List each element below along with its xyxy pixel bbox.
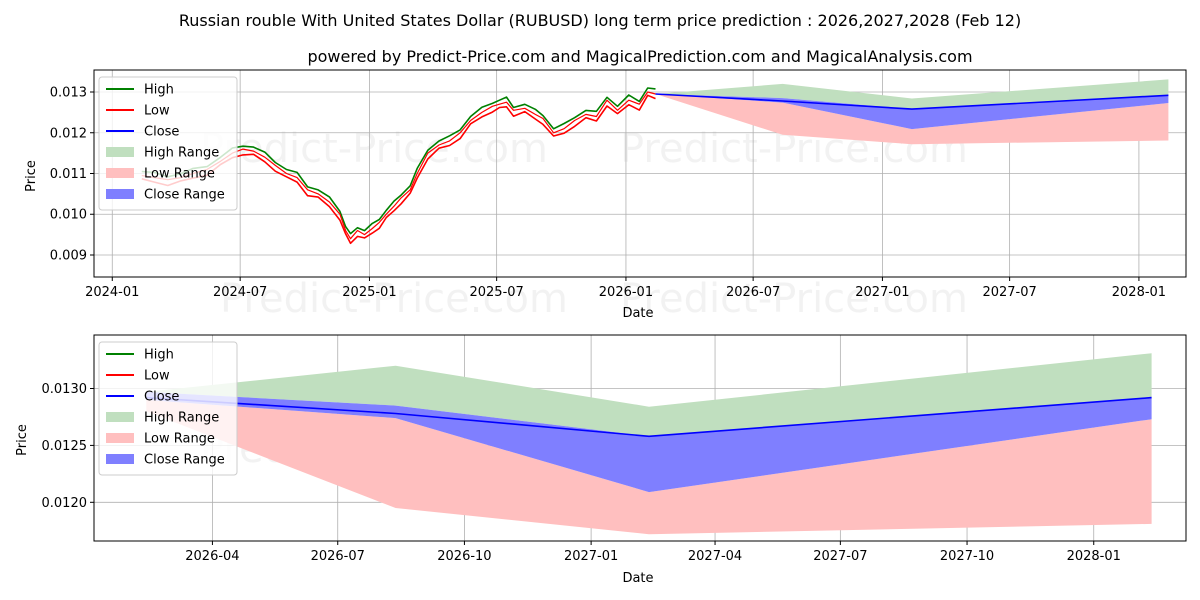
top-y-axis: 0.009 0.010 0.011 0.012 0.013 <box>50 86 94 263</box>
bottom-x-tick-label: 2027-07 <box>813 549 867 564</box>
top-legend-swatch <box>106 168 134 178</box>
top-legend-swatch <box>106 189 134 199</box>
bottom-series-lines <box>146 396 1152 438</box>
top-y-axis-label: Price <box>24 160 39 192</box>
top-y-tick-label: 0.010 <box>50 208 87 223</box>
top-watermark: Predict-Price.com Predict-Price.com Pred… <box>200 126 968 322</box>
bottom-low-range-area <box>146 399 1152 535</box>
bottom-legend-swatch <box>106 412 134 422</box>
chart-title: Russian rouble With United States Dollar… <box>179 11 1021 30</box>
top-legend-label: High <box>144 83 174 98</box>
bottom-high-range-area <box>146 353 1152 437</box>
bottom-legend-label: High Range <box>144 411 219 426</box>
bottom-x-tick-label: 2027-04 <box>688 549 742 564</box>
bottom-x-axis: 2026-04 2026-07 2026-10 2027-01 2027-04 2027-… <box>185 541 1121 564</box>
bottom-x-tick-label: 2026-07 <box>311 549 365 564</box>
bottom-y-axis: 0.0120 0.0125 0.0130 <box>42 382 94 511</box>
top-x-tick-label: 2024-01 <box>85 285 139 300</box>
top-high-history-line <box>141 87 656 235</box>
bottom-plot-frame <box>93 334 1187 542</box>
top-legend: High Low Close High Range Low Range Close Ran… <box>98 76 238 211</box>
bottom-legend-swatch <box>106 433 134 443</box>
top-legend-label: High Range <box>144 146 219 161</box>
top-x-tick-label: 2028-01 <box>1112 285 1166 300</box>
watermark-text: Predict-Price.com <box>220 276 568 322</box>
top-x-tick-label: 2026-07 <box>726 285 780 300</box>
top-close-forecast-line <box>655 93 1169 110</box>
bottom-x-axis-label: Date <box>622 571 653 586</box>
chart-subtitle: powered by Predict-Price.com and Magical… <box>307 47 972 66</box>
bottom-y-tick-label: 0.0130 <box>42 382 88 397</box>
bottom-close-forecast-line <box>146 396 1152 438</box>
bottom-legend-swatch <box>106 454 134 464</box>
bottom-x-tick-label: 2026-04 <box>185 549 239 564</box>
top-x-tick-label: 2025-07 <box>469 285 523 300</box>
bottom-x-tick-label: 2027-10 <box>940 549 994 564</box>
top-close-history-line <box>141 91 656 240</box>
bottom-x-tick-label: 2027-01 <box>564 549 618 564</box>
bottom-legend-label: Close <box>144 390 179 405</box>
bottom-y-axis-label: Price <box>15 424 30 456</box>
top-x-tick-label: 2024-07 <box>213 285 267 300</box>
top-series-lines <box>141 87 1169 245</box>
top-x-tick-label: 2027-07 <box>982 285 1036 300</box>
bottom-legend-label: Low Range <box>144 432 215 447</box>
bottom-y-tick-label: 0.0120 <box>42 496 88 511</box>
top-y-tick-label: 0.012 <box>50 126 87 141</box>
top-y-tick-label: 0.013 <box>50 86 87 101</box>
bottom-chart: Predict-Price.com Predict-Price.com 2026… <box>15 334 1187 586</box>
top-chart: Predict-Price.com Predict-Price.com Pred… <box>24 69 1187 322</box>
bottom-x-tick-label: 2026-10 <box>437 549 491 564</box>
top-legend-label: Close <box>144 125 179 140</box>
top-x-tick-label: 2027-01 <box>855 285 909 300</box>
bottom-legend-label: Close Range <box>144 453 225 468</box>
watermark-text: Predict-Price.com <box>620 276 968 322</box>
top-legend-label: Low <box>144 104 170 119</box>
top-legend-label: Close Range <box>144 188 225 203</box>
top-low-history-line <box>141 94 656 245</box>
top-y-tick-label: 0.011 <box>50 167 87 182</box>
bottom-close-range-area <box>146 391 1152 493</box>
top-low-range-area <box>655 94 1169 145</box>
bottom-legend-label: High <box>144 348 174 363</box>
bottom-x-tick-label: 2028-01 <box>1067 549 1121 564</box>
bottom-range-areas <box>146 353 1152 535</box>
top-x-axis-label: Date <box>622 306 653 321</box>
top-legend-swatch <box>106 147 134 157</box>
top-legend-label: Low Range <box>144 167 215 182</box>
bottom-legend: High Low Close High Range Low Range Close Ran… <box>98 341 238 476</box>
top-x-tick-label: 2025-01 <box>342 285 396 300</box>
top-x-axis: 2024-01 2024-07 2025-01 2025-07 2026-01 2026-… <box>85 277 1166 300</box>
bottom-legend-label: Low <box>144 369 170 384</box>
top-x-tick-label: 2026-01 <box>599 285 653 300</box>
bottom-y-tick-label: 0.0125 <box>42 439 88 454</box>
top-y-tick-label: 0.009 <box>50 248 87 263</box>
